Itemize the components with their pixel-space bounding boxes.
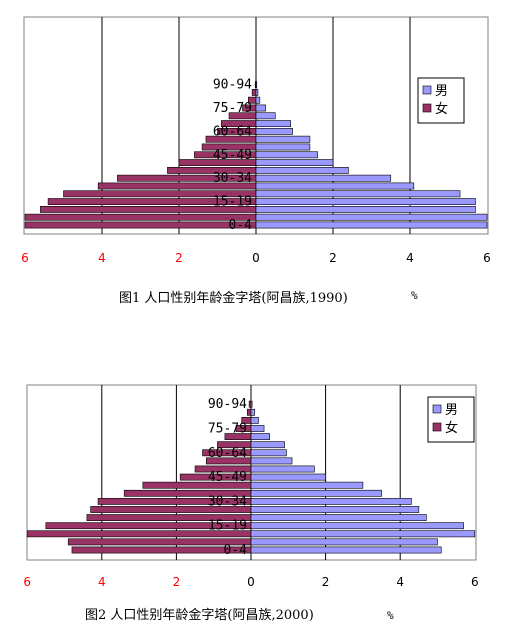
- legend-label: 女: [435, 101, 448, 117]
- male-bar: [250, 425, 265, 432]
- x-tick-label: 6: [483, 251, 491, 265]
- age-label: 15-19: [213, 195, 252, 210]
- legend-swatch: [422, 85, 432, 95]
- male-bar: [255, 89, 259, 96]
- x-tick-label: 6: [23, 575, 31, 589]
- age-label: 90-94: [213, 78, 252, 93]
- male-bar: [250, 416, 259, 424]
- male-bar: [250, 514, 427, 521]
- male-bar: [255, 104, 266, 112]
- male-bar: [255, 112, 276, 120]
- male-bar: [255, 206, 476, 213]
- male-bar: [255, 128, 293, 135]
- male-bar: [255, 159, 334, 166]
- age-label: 90-94: [208, 397, 247, 412]
- x-tick-label: 0: [252, 251, 260, 265]
- legend-swatch: [432, 404, 442, 414]
- age-label: 60-64: [213, 124, 252, 139]
- female-bar: [24, 221, 257, 229]
- legend-box: [417, 77, 465, 124]
- x-tick-label: 0: [247, 575, 255, 589]
- male-bar: [255, 213, 488, 221]
- legend-label: 女: [445, 420, 458, 436]
- chart1-caption: 图1 人口性别年龄金字塔(阿昌族,1990): [119, 291, 348, 306]
- chart2-caption: 图2 人口性别年龄金字塔(阿昌族,2000): [85, 608, 314, 623]
- male-bar: [250, 465, 315, 473]
- x-tick-label: 4: [98, 251, 106, 265]
- chart-2: 90-94 75-79 60-64 45-49 30-34 15-19 0-4 6 4 2 0 2 4 6…: [23, 384, 479, 589]
- age-label: 0-4: [224, 543, 248, 558]
- legend-label: 男: [435, 84, 448, 99]
- x-tick-label: 2: [175, 251, 183, 265]
- male-bar: [255, 96, 261, 104]
- x-tick-label: 6: [471, 575, 479, 589]
- male-bar: [255, 135, 311, 143]
- age-label: 15-19: [208, 519, 247, 534]
- male-bar: [250, 530, 476, 538]
- legend-label: 男: [445, 403, 458, 418]
- male-bar: [255, 221, 488, 229]
- male-bar: [250, 449, 287, 457]
- male-bar: [255, 167, 349, 174]
- male-bar: [250, 400, 253, 408]
- male-bar: [250, 522, 464, 530]
- male-bar: [250, 441, 285, 449]
- x-tick-label: 4: [98, 575, 106, 589]
- legend-swatch: [432, 422, 442, 432]
- male-bar: [250, 538, 438, 546]
- x-tick-label: 2: [322, 575, 330, 589]
- legend-box: [427, 396, 475, 443]
- x-tick-label: 2: [329, 251, 337, 265]
- female-bar: [24, 213, 257, 221]
- age-label: 0-4: [229, 218, 253, 233]
- male-bar: [250, 497, 412, 505]
- male-bar: [250, 408, 256, 416]
- x-tick-label: 4: [406, 251, 414, 265]
- x-tick-label: 2: [173, 575, 181, 589]
- age-label: 75-79: [213, 101, 252, 116]
- female-bar: [251, 89, 257, 96]
- male-bar: [250, 481, 364, 489]
- age-label: 75-79: [208, 422, 247, 437]
- legend: 男女: [427, 396, 475, 443]
- male-bar: [250, 433, 270, 440]
- male-bar: [250, 473, 326, 481]
- male-bar: [255, 190, 461, 198]
- male-bar: [255, 182, 415, 190]
- female-bar: [246, 408, 252, 416]
- x-tick-label: 6: [21, 251, 29, 265]
- male-bar: [250, 489, 382, 497]
- x-tick-label: 4: [396, 575, 404, 589]
- age-label: 45-49: [213, 148, 252, 163]
- chart1-unit-label: %: [411, 289, 418, 302]
- male-bar: [255, 174, 392, 182]
- male-bar: [255, 198, 476, 205]
- male-bar: [250, 546, 442, 554]
- legend-swatch: [422, 103, 432, 113]
- male-bar: [255, 81, 258, 88]
- legend: 男女: [417, 77, 465, 124]
- age-label: 30-34: [208, 494, 247, 509]
- male-bar: [255, 143, 311, 151]
- male-bar: [255, 151, 318, 159]
- age-label: 45-49: [208, 470, 247, 485]
- chart-1: 90-94 75-79 60-64 45-49 30-34 15-19 0-4 6 4 2 0 2 4 6…: [21, 16, 491, 265]
- male-bar: [255, 120, 291, 127]
- male-bar: [250, 506, 420, 513]
- age-label: 30-34: [213, 171, 252, 186]
- male-bar: [250, 457, 293, 465]
- age-label: 60-64: [208, 446, 247, 461]
- chart2-unit-label: %: [387, 609, 394, 622]
